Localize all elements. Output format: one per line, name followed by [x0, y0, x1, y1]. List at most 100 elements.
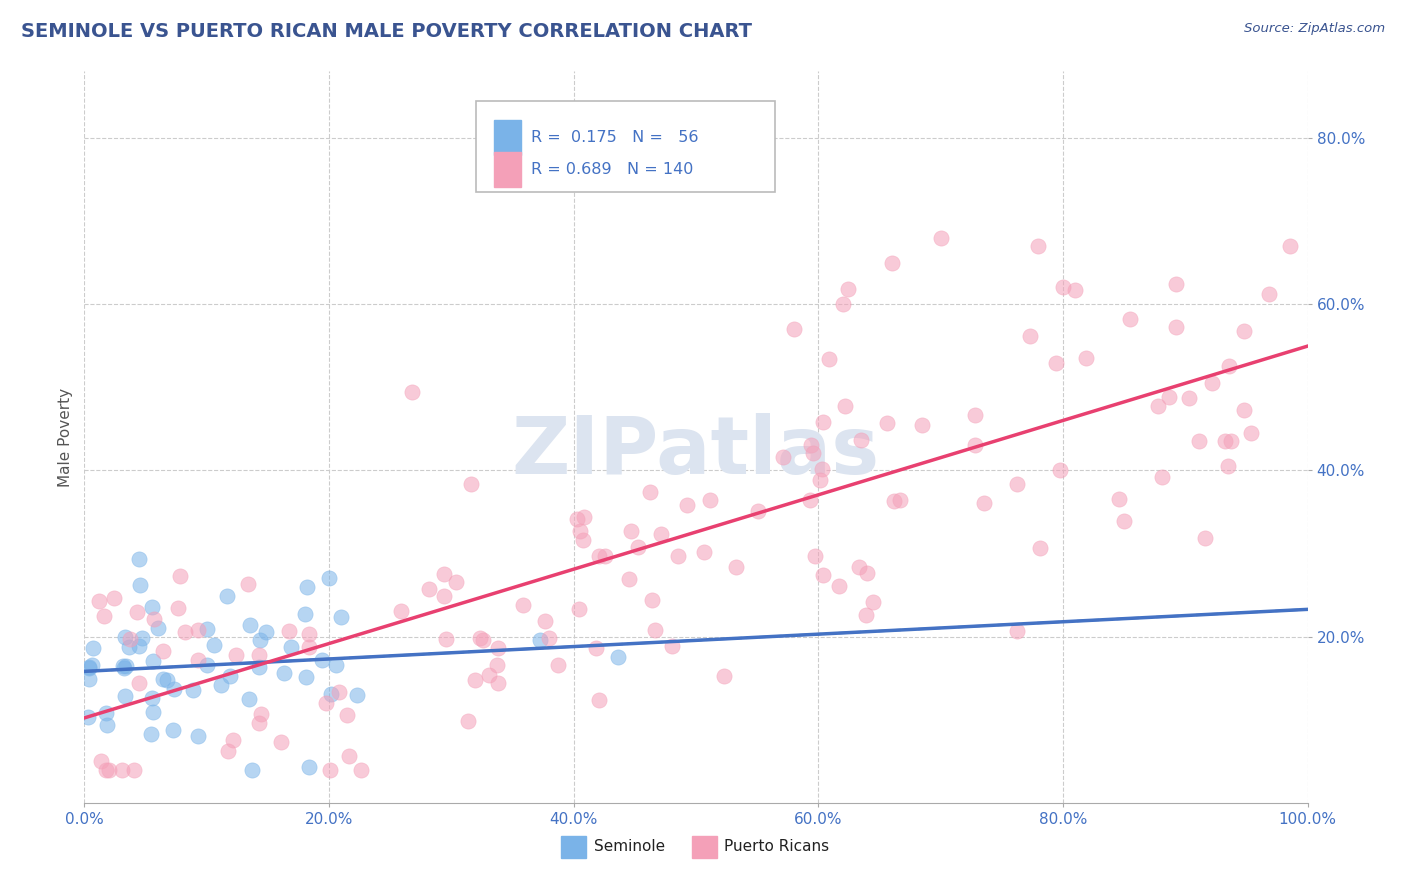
- Point: [446, 575, 468, 590]
- Point: [118, 632, 141, 647]
- Point: [1150, 470, 1173, 484]
- Point: [811, 568, 834, 582]
- Point: [1159, 390, 1181, 404]
- Point: [114, 689, 136, 703]
- Point: [650, 527, 672, 541]
- Point: [811, 462, 834, 476]
- Point: [125, 605, 148, 619]
- Point: [799, 492, 821, 507]
- Point: [512, 598, 534, 612]
- Point: [478, 668, 501, 682]
- Point: [236, 577, 259, 591]
- Point: [661, 640, 683, 654]
- Point: [122, 763, 145, 777]
- Point: [668, 549, 690, 564]
- Point: [1018, 328, 1040, 343]
- Point: [96, 763, 118, 777]
- Y-axis label: Male Poverty: Male Poverty: [58, 387, 73, 487]
- Point: [1108, 491, 1130, 506]
- Point: [1215, 434, 1237, 449]
- Point: [254, 625, 277, 640]
- Point: [855, 608, 877, 623]
- Point: [973, 496, 995, 510]
- Point: [247, 648, 270, 662]
- Point: [693, 545, 716, 559]
- Point: [77, 660, 100, 674]
- Text: Source: ZipAtlas.com: Source: ZipAtlas.com: [1244, 22, 1385, 36]
- Point: [183, 683, 205, 698]
- Point: [468, 631, 491, 645]
- Point: [418, 582, 440, 596]
- Point: [1052, 280, 1074, 294]
- Point: [103, 591, 125, 605]
- Point: [1220, 434, 1243, 448]
- Point: [315, 696, 337, 710]
- Point: [128, 640, 150, 654]
- Point: [350, 763, 373, 777]
- Point: [676, 498, 699, 512]
- Point: [464, 673, 486, 688]
- Text: ZIPatlas: ZIPatlas: [512, 413, 880, 491]
- Point: [155, 673, 177, 687]
- Point: [217, 744, 239, 758]
- Point: [486, 641, 509, 656]
- Point: [247, 659, 270, 673]
- Point: [434, 632, 457, 646]
- Point: [217, 590, 239, 604]
- Point: [529, 633, 551, 648]
- Point: [114, 630, 136, 644]
- Point: [242, 763, 264, 777]
- Point: [401, 384, 423, 399]
- Point: [856, 566, 879, 580]
- Point: [533, 614, 555, 628]
- Point: [325, 658, 347, 673]
- Point: [699, 492, 721, 507]
- Point: [1218, 458, 1240, 473]
- Point: [128, 552, 150, 566]
- FancyBboxPatch shape: [475, 101, 776, 192]
- Point: [1146, 399, 1168, 413]
- Point: [1178, 391, 1201, 405]
- Point: [568, 524, 591, 538]
- Point: [883, 493, 905, 508]
- Point: [817, 351, 839, 366]
- Point: [486, 675, 509, 690]
- Text: Seminole: Seminole: [595, 839, 665, 855]
- Point: [328, 684, 350, 698]
- Point: [114, 659, 136, 673]
- Point: [270, 735, 292, 749]
- Point: [638, 484, 661, 499]
- Point: [433, 567, 456, 582]
- Point: [128, 578, 150, 592]
- Point: [811, 415, 834, 429]
- Point: [617, 573, 640, 587]
- Point: [187, 729, 209, 743]
- Point: [163, 681, 186, 696]
- Point: [721, 147, 744, 161]
- Point: [337, 749, 360, 764]
- Point: [801, 445, 824, 459]
- Point: [82, 641, 104, 656]
- Point: [1201, 376, 1223, 391]
- Point: [273, 666, 295, 681]
- Point: [800, 438, 823, 452]
- Point: [319, 763, 342, 777]
- Point: [641, 592, 664, 607]
- Text: Puerto Ricans: Puerto Ricans: [724, 839, 830, 855]
- Point: [197, 658, 219, 673]
- Point: [848, 559, 870, 574]
- Point: [209, 678, 232, 692]
- Point: [1278, 239, 1301, 253]
- Point: [1114, 514, 1136, 528]
- Point: [565, 512, 588, 526]
- Point: [460, 477, 482, 491]
- Point: [93, 608, 115, 623]
- Point: [433, 590, 456, 604]
- Bar: [692, 836, 717, 858]
- Point: [298, 760, 321, 774]
- Point: [187, 623, 209, 637]
- Point: [346, 688, 368, 702]
- Bar: [494, 120, 522, 155]
- Point: [572, 510, 595, 524]
- Point: [118, 640, 141, 655]
